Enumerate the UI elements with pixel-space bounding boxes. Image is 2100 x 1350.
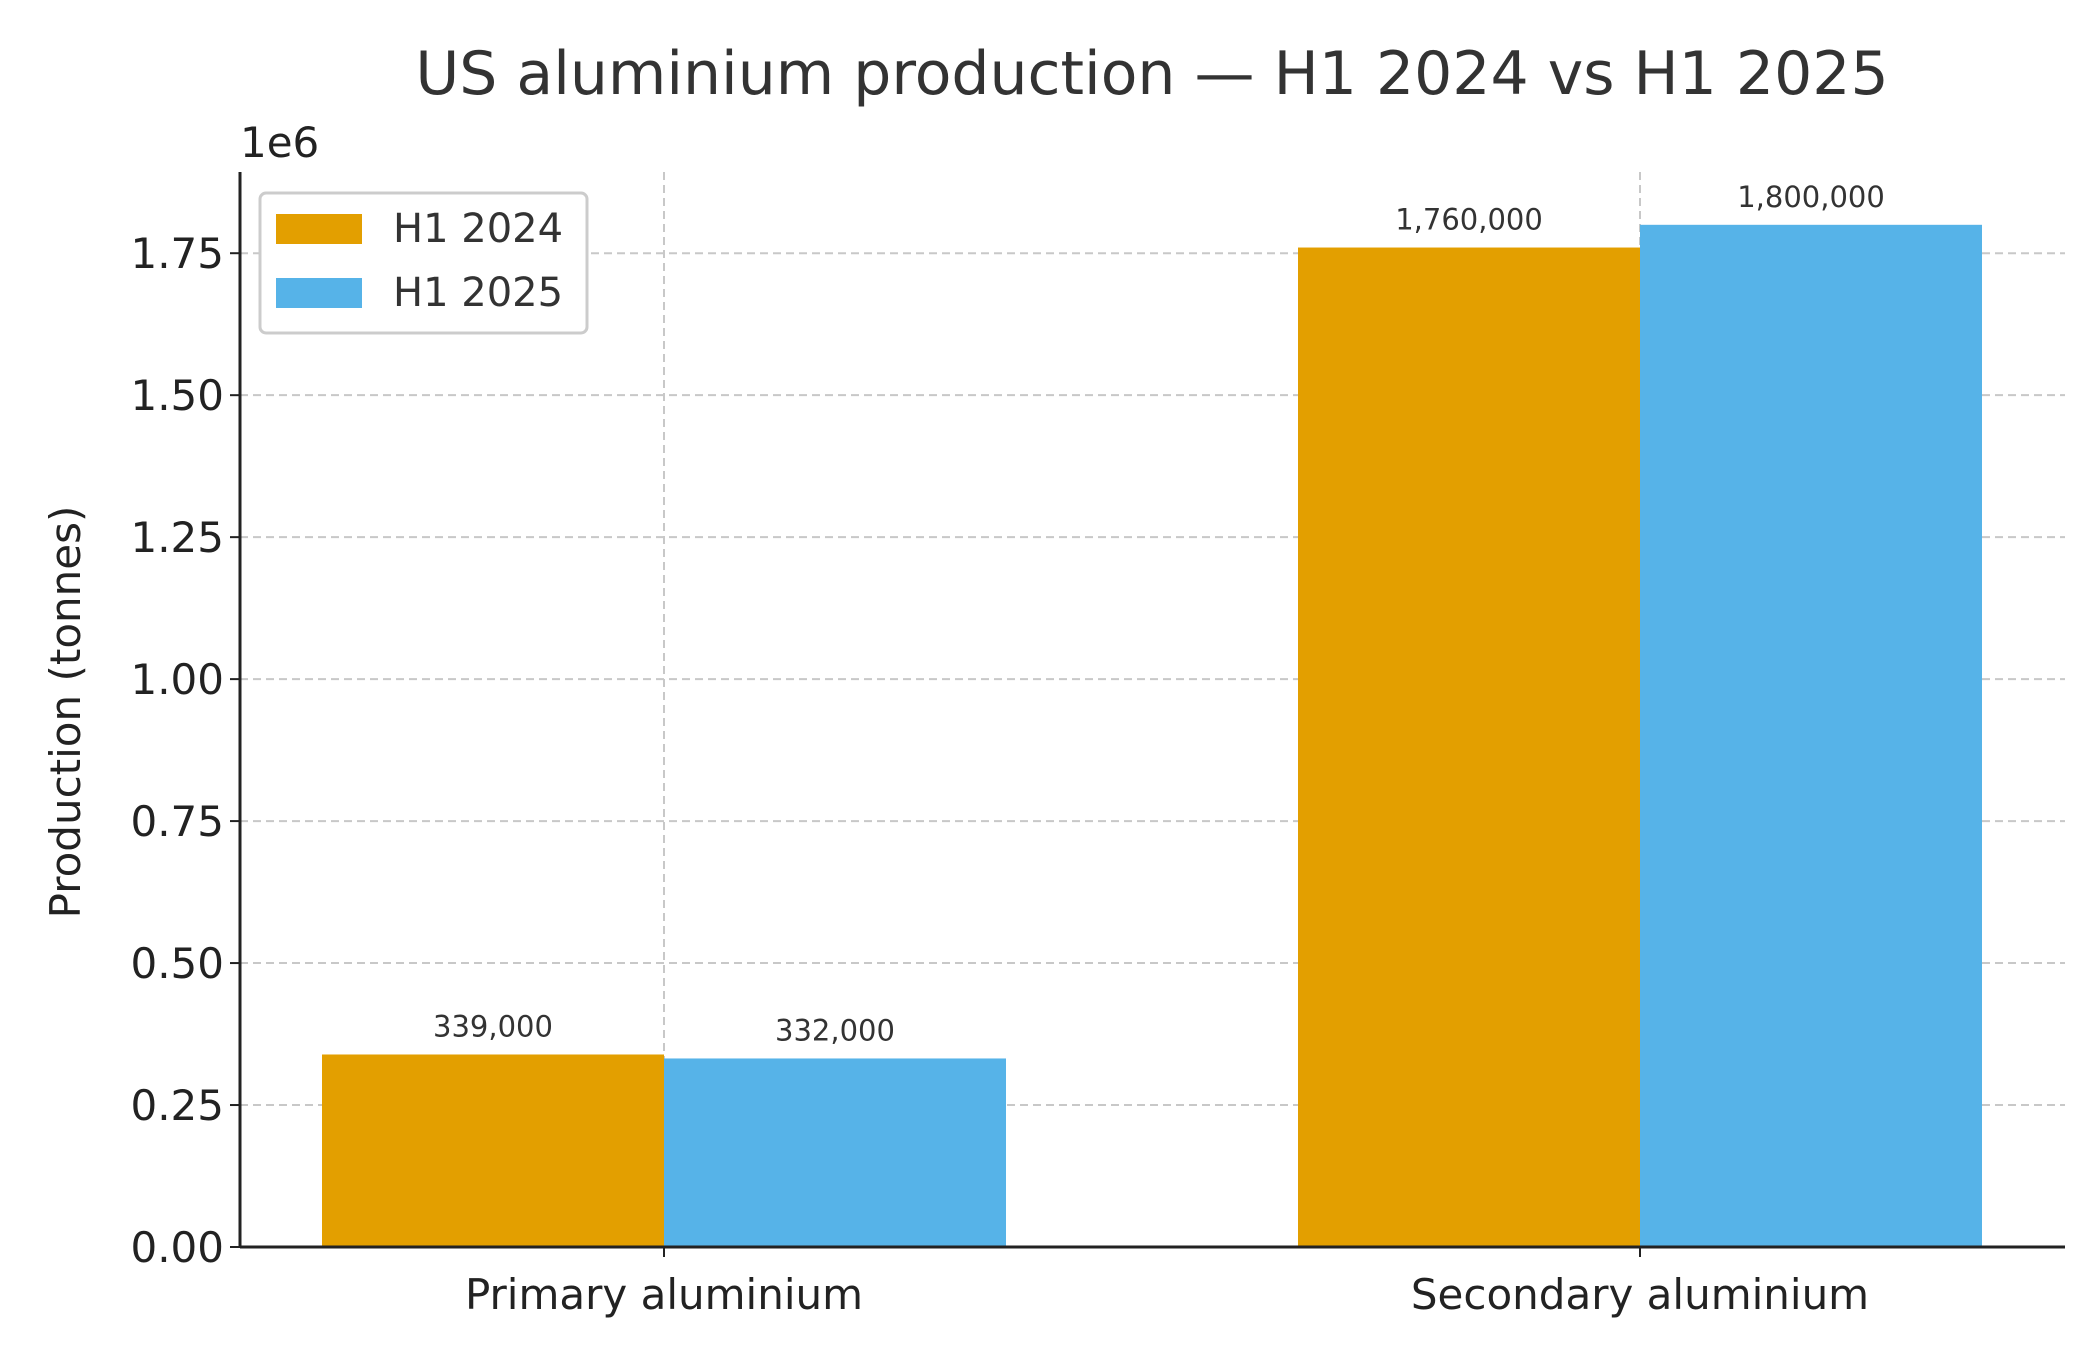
data-label: 1,800,000: [1737, 180, 1885, 214]
chart-title: US aluminium production — H1 2024 vs H1 …: [415, 39, 1888, 109]
y-tick-label: 0.00: [130, 1223, 224, 1272]
bar-h1-2024: [1298, 247, 1640, 1247]
y-axis-label: Production (tonnes): [41, 506, 90, 919]
y-tick-label: 0.50: [130, 939, 224, 988]
legend-label: H1 2024: [393, 206, 563, 252]
y-tick-label: 1.25: [130, 513, 224, 562]
data-label: 1,760,000: [1395, 203, 1543, 237]
y-tick-label: 1.00: [130, 655, 224, 704]
data-label: 332,000: [775, 1013, 895, 1047]
y-tick-label: 1.75: [130, 229, 224, 278]
legend-swatch: [276, 214, 362, 244]
legend-swatch: [276, 278, 362, 308]
legend: H1 2024 H1 2025: [258, 191, 589, 335]
data-label: 339,000: [433, 1009, 553, 1043]
x-tick-label: Primary aluminium: [465, 1270, 863, 1319]
legend-label: H1 2025: [393, 270, 563, 316]
bar-h1-2025: [1640, 224, 1982, 1247]
y-tick-label: 0.75: [130, 797, 224, 846]
x-tick-label: Secondary aluminium: [1411, 1270, 1869, 1319]
y-offset-label: 1e6: [240, 118, 319, 167]
y-tick-label: 1.50: [130, 371, 224, 420]
bar-h1-2024: [322, 1054, 664, 1247]
y-tick-label: 0.25: [130, 1081, 224, 1130]
bar-h1-2025: [664, 1058, 1006, 1247]
